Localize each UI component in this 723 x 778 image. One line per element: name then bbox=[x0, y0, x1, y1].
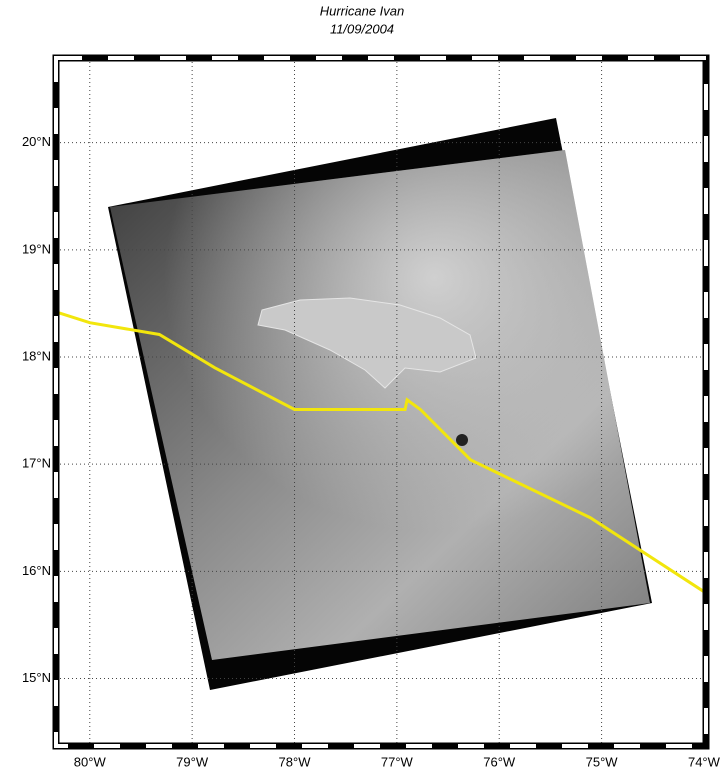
x-tick-label: 75°W bbox=[586, 754, 619, 769]
y-tick-label: 16°N bbox=[22, 563, 51, 578]
y-tick-label: 20°N bbox=[22, 134, 51, 149]
x-tick-label: 76°W bbox=[483, 754, 516, 769]
y-tick-label: 15°N bbox=[22, 670, 51, 685]
y-tick-label: 17°N bbox=[22, 456, 51, 471]
x-tick-label: 77°W bbox=[381, 754, 414, 769]
map-title: Hurricane Ivan bbox=[320, 3, 405, 18]
sar-image bbox=[108, 118, 652, 690]
x-tick-label: 78°W bbox=[279, 754, 312, 769]
y-tick-label: 19°N bbox=[22, 241, 51, 256]
x-tick-label: 80°W bbox=[74, 754, 107, 769]
x-tick-label: 74°W bbox=[688, 754, 721, 769]
hurricane-eye bbox=[456, 434, 468, 446]
x-tick-label: 79°W bbox=[176, 754, 209, 769]
y-tick-label: 18°N bbox=[22, 348, 51, 363]
map: Hurricane Ivan 11/09/2004 80°W 79°W 78°W 77… bbox=[0, 0, 723, 773]
map-subtitle: 11/09/2004 bbox=[330, 21, 394, 36]
